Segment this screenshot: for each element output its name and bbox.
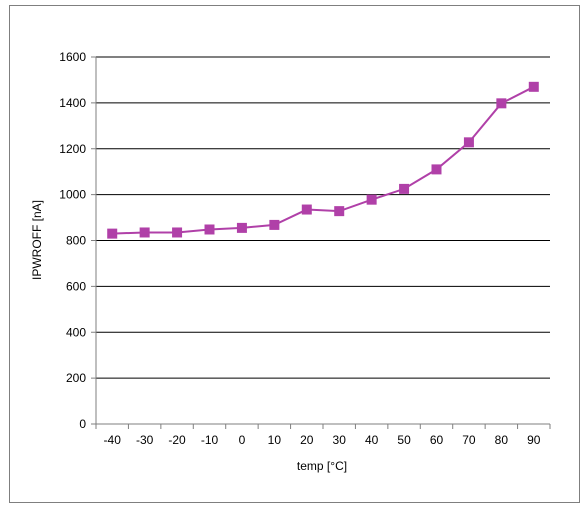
data-point [139, 227, 150, 238]
x-axis-tick-labels: -40 -30 -20 -10 0 10 20 30 40 50 60 70 80 90 [104, 433, 541, 447]
series-line [112, 85, 535, 235]
x-tick-label: 40 [365, 433, 379, 447]
x-tick-label: 0 [239, 433, 246, 447]
data-point [496, 98, 507, 109]
y-tick-label: 1000 [59, 188, 86, 202]
y-tick-label: 1600 [59, 50, 86, 64]
data-point [204, 224, 215, 235]
x-tick-label: 80 [495, 433, 509, 447]
axes [91, 56, 551, 429]
x-tick-label: 30 [333, 433, 347, 447]
data-point [236, 222, 247, 233]
chart-frame [9, 5, 580, 503]
gridlines [96, 56, 550, 379]
series-line-0 [112, 85, 535, 235]
x-tick-label: -10 [201, 433, 219, 447]
y-tick-label: 0 [79, 417, 86, 431]
x-tick-label: -30 [136, 433, 154, 447]
x-tick-label: 50 [397, 433, 411, 447]
x-tick-label: 90 [527, 433, 541, 447]
x-axis-title: temp [°C] [297, 459, 347, 473]
data-point [107, 228, 118, 239]
data-point [431, 164, 442, 175]
y-axis-tick-labels: 0 200 400 600 800 1000 1200 1400 1600 [59, 50, 86, 431]
data-point [366, 194, 377, 205]
x-tick-label: 10 [268, 433, 282, 447]
y-tick-label: 1400 [59, 96, 86, 110]
y-tick-label: 1200 [59, 142, 86, 156]
data-point [334, 206, 345, 217]
y-tick-label: 400 [66, 325, 86, 339]
y-tick-label: 200 [66, 371, 86, 385]
x-tick-label: 70 [462, 433, 476, 447]
data-points [107, 81, 539, 239]
y-axis-title: IPWROFF [nA] [30, 200, 44, 280]
data-point [463, 137, 474, 148]
data-point [301, 204, 312, 215]
x-tick-label: -40 [104, 433, 122, 447]
x-tick-label: -20 [168, 433, 186, 447]
data-point [172, 227, 183, 238]
data-point [269, 219, 280, 230]
x-tick-label: 20 [300, 433, 314, 447]
y-tick-label: 600 [66, 279, 86, 293]
data-point [399, 183, 410, 194]
data-point [528, 81, 539, 92]
x-tick-label: 60 [430, 433, 444, 447]
y-tick-label: 800 [66, 234, 86, 248]
